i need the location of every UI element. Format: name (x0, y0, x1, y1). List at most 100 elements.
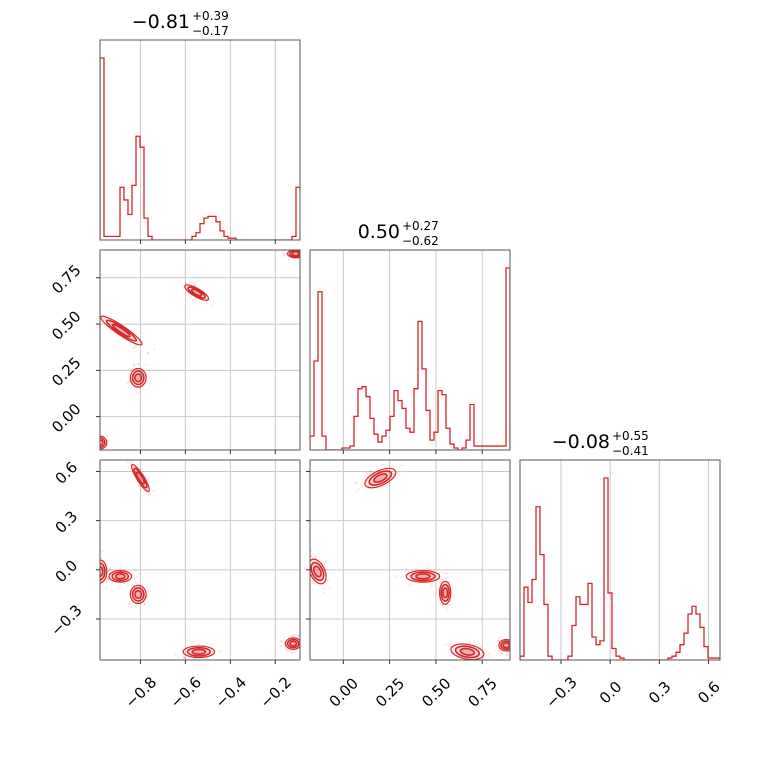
scatter-point (398, 474, 401, 477)
y-tick-label: 0.50 (48, 307, 84, 343)
scatter-point (498, 649, 501, 652)
scatter-point (205, 302, 208, 305)
scatter-point (108, 567, 112, 570)
scatter-point (132, 346, 135, 349)
scatter-point (448, 580, 451, 584)
scatter-point (197, 642, 200, 646)
density-contour (100, 315, 143, 346)
density-contour (373, 473, 388, 483)
scatter-point (380, 463, 383, 466)
x-tick-label: 0.50 (418, 674, 454, 710)
scatter-point (129, 462, 132, 465)
hist-panel-2: −0.08 +0.55−0.41 −0.3 0.0 0.3 0.6 (519, 429, 724, 712)
scatter-point (144, 475, 147, 478)
scatter-point (505, 653, 508, 656)
scatter-point (93, 437, 95, 439)
scatter-point (95, 558, 97, 560)
scatter-point (128, 381, 131, 384)
scatter-point (106, 439, 110, 442)
scatter-point (444, 606, 447, 609)
scatter-panel-2-1: 0.00 0.25 0.50 0.75 (306, 459, 511, 711)
scatter-point (147, 492, 150, 495)
scatter-point (487, 652, 490, 655)
scatter-point (476, 663, 478, 665)
scatter-point (92, 433, 94, 435)
scatter-point (89, 567, 91, 569)
scatter-point (310, 549, 313, 552)
scatter-point (381, 463, 384, 466)
scatter-point (308, 573, 310, 575)
scatter-point (355, 490, 359, 493)
density-contour (111, 323, 131, 338)
scatter-point (464, 663, 466, 665)
scatter-point (145, 363, 148, 367)
density-contour (291, 250, 300, 257)
scatter-point (365, 471, 368, 474)
scatter-point (106, 577, 110, 580)
x-tick-label: 0.3 (645, 678, 675, 708)
scatter-point (130, 460, 134, 463)
scatter-point (137, 392, 141, 395)
density-contour (130, 463, 150, 493)
scatter-point (95, 435, 97, 437)
scatter-point (301, 249, 303, 251)
density-contour (135, 471, 146, 485)
scatter-point (287, 649, 290, 652)
density-contour (134, 589, 143, 600)
scatter-point (132, 364, 135, 367)
panel-contents (307, 463, 510, 665)
density-contour (364, 467, 397, 489)
param-1-median: 0.50 (358, 221, 400, 243)
y-tick-label: 0.0 (52, 557, 82, 587)
scatter-point (314, 556, 317, 560)
scatter-point (109, 569, 112, 572)
panel-frame (309, 459, 511, 661)
scatter-point (293, 634, 296, 637)
scatter-point (329, 586, 332, 589)
density-contour (191, 648, 207, 656)
scatter-point (301, 638, 303, 640)
scatter-point (143, 603, 146, 606)
scatter-point (445, 609, 448, 612)
scatter-point (429, 568, 432, 571)
scatter-point (307, 560, 309, 562)
param-2-minus: −0.41 (612, 444, 649, 458)
scatter-point (143, 602, 146, 605)
scatter-point (88, 438, 90, 440)
hist-0-frame (99, 39, 301, 241)
density-contour (312, 565, 322, 578)
y-tick-label: 0.75 (48, 261, 84, 297)
scatter-point (136, 575, 139, 578)
x-tick-label: −0.3 (542, 673, 580, 711)
scatter-point (405, 567, 408, 570)
scatter-point (134, 569, 137, 572)
scatter-point (102, 313, 105, 317)
scatter-point (314, 555, 317, 559)
y-tick-label: 0.6 (52, 458, 82, 488)
scatter-point (135, 344, 138, 347)
scatter-point (118, 583, 122, 587)
scatter-point (132, 363, 135, 366)
scatter-point (107, 569, 110, 573)
scatter-point (130, 457, 132, 459)
density-contour (105, 319, 138, 342)
scatter-point (104, 577, 108, 580)
scatter-point (135, 391, 138, 394)
scatter-point (97, 446, 99, 448)
scatter-point (279, 640, 282, 643)
scatter-point (136, 363, 140, 366)
scatter-point (291, 633, 294, 636)
scatter-point (297, 636, 300, 639)
scatter-point (183, 656, 186, 659)
scatter-point (323, 592, 326, 595)
scatter-point (211, 650, 214, 653)
scatter-panel-1-0: 0.00 0.25 0.50 0.75 (48, 249, 303, 454)
panel-contents (89, 457, 303, 660)
density-contour (415, 573, 431, 580)
panel-frame (99, 249, 301, 451)
density-contour (184, 284, 210, 301)
scatter-point (218, 649, 221, 653)
scatter-point (327, 578, 330, 582)
scatter-point (119, 567, 122, 571)
scatter-point (105, 434, 109, 438)
